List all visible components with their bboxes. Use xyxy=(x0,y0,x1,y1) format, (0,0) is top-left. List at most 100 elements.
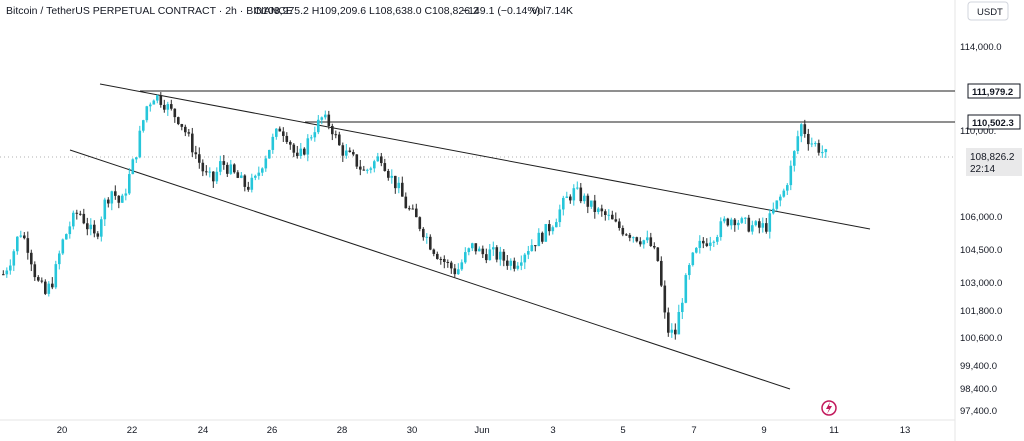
price-axis-tick-label: 101,800.0 xyxy=(960,306,1002,317)
time-axis-tick-label: 28 xyxy=(337,425,348,436)
candle-body xyxy=(576,187,579,189)
candle-body xyxy=(800,124,803,137)
candle-body xyxy=(443,258,446,262)
candle-body xyxy=(579,187,583,202)
candle-body xyxy=(142,120,145,131)
candle-body xyxy=(149,104,152,107)
candle-body xyxy=(663,285,667,313)
candle-body xyxy=(292,144,296,153)
candle-body xyxy=(373,161,376,169)
candle-body xyxy=(775,200,779,209)
candle-body xyxy=(814,143,817,145)
candle-body xyxy=(341,145,345,156)
candle-body xyxy=(12,251,16,266)
candle-body xyxy=(226,164,229,174)
candle-body xyxy=(530,245,534,252)
candle-body xyxy=(191,133,194,153)
candle-body xyxy=(793,151,796,166)
candle-body xyxy=(380,156,383,164)
candle-body xyxy=(394,175,397,189)
candle-body xyxy=(205,171,208,173)
candle-body xyxy=(23,235,26,239)
candle-body xyxy=(110,191,114,204)
candle-body xyxy=(474,243,478,252)
candle-body xyxy=(744,217,747,219)
time-axis-tick-label: 9 xyxy=(761,425,766,436)
candle-body xyxy=(789,165,793,186)
candle-body xyxy=(117,195,121,203)
currency-button[interactable] xyxy=(967,1,1009,21)
candle-body xyxy=(429,236,432,250)
candle-body xyxy=(723,218,726,222)
price-tag-mid xyxy=(967,114,1021,130)
candle-body xyxy=(618,221,621,228)
time-axis[interactable]: 20 22 24 26 28 30 Jun 3 5 7 9 11 13 xyxy=(57,425,911,436)
candle-body xyxy=(509,260,513,266)
price-axis-tick-label: 100,600.0 xyxy=(960,333,1002,344)
candle-body xyxy=(404,196,408,209)
candle-body xyxy=(236,172,240,178)
candle-body xyxy=(114,191,117,196)
price-axis-tick-label: 99,400.0 xyxy=(960,361,997,372)
candle-body xyxy=(89,224,93,230)
time-axis-tick-label: 24 xyxy=(198,425,209,436)
candle-body xyxy=(303,148,306,155)
candle-body xyxy=(446,261,450,263)
candle-body xyxy=(299,148,303,156)
price-axis-tick-label: 114,000.0 xyxy=(960,42,1002,53)
candle-body xyxy=(642,240,646,245)
candle-body xyxy=(803,124,807,134)
candle-body xyxy=(296,152,299,156)
candle-body xyxy=(569,196,572,201)
candle-body xyxy=(716,237,719,242)
candle-body xyxy=(747,217,751,232)
candle-body xyxy=(418,217,422,229)
candle-body xyxy=(551,227,555,232)
candle-body xyxy=(824,149,828,153)
chart-header-ohlc: O108,975.2 H109,209.6 L108,638.0 C108,82… xyxy=(254,5,479,17)
candle-body xyxy=(513,260,516,269)
candle-body xyxy=(79,213,82,215)
currency-button-label[interactable]: USDT xyxy=(977,7,1003,18)
candle-body xyxy=(268,149,271,159)
candle-body xyxy=(40,280,44,282)
time-axis-tick-label: 5 xyxy=(620,425,625,436)
candle-body xyxy=(327,114,331,126)
candle-body xyxy=(562,197,565,210)
time-axis-tick-label: 26 xyxy=(267,425,278,436)
candle-body xyxy=(817,143,821,153)
chart-header-symbol: Bitcoin / TetherUS PERPETUAL CONTRACT · … xyxy=(6,5,293,17)
candle-body xyxy=(247,186,250,190)
time-axis-tick-label: 11 xyxy=(829,425,839,436)
candle-body xyxy=(397,182,401,189)
price-axis[interactable]: 114,000.0 110,000. 106,000.0 104,500.0 103,0… xyxy=(960,42,1002,417)
candle-body xyxy=(782,190,786,197)
upper-trendline[interactable] xyxy=(99,83,871,230)
candle-body xyxy=(82,213,86,224)
price-tag-high-label: 111,979.2 xyxy=(972,87,1013,98)
candle-body xyxy=(534,245,537,247)
candle-body xyxy=(411,208,415,210)
plot-area[interactable] xyxy=(0,0,955,420)
candle-body xyxy=(604,211,607,215)
candle-body xyxy=(54,264,58,288)
candle-body xyxy=(527,251,530,255)
candle-body xyxy=(334,134,338,136)
candle-body xyxy=(758,221,761,228)
candle-body xyxy=(597,208,600,212)
candle-body xyxy=(275,128,278,137)
candle-body xyxy=(502,251,506,261)
candle-body xyxy=(677,312,681,335)
lower-trendline[interactable] xyxy=(69,149,791,390)
candle-body xyxy=(68,226,72,235)
candle-body xyxy=(821,152,824,154)
candle-body xyxy=(107,199,110,204)
candle-body xyxy=(376,156,380,162)
time-axis-tick-label: Jun xyxy=(474,425,489,436)
candle-body xyxy=(194,152,198,155)
candle-body xyxy=(436,253,439,259)
price-tag-mid-label: 110,502.3 xyxy=(972,118,1014,129)
candle-body xyxy=(649,237,653,247)
candle-body xyxy=(506,260,509,266)
